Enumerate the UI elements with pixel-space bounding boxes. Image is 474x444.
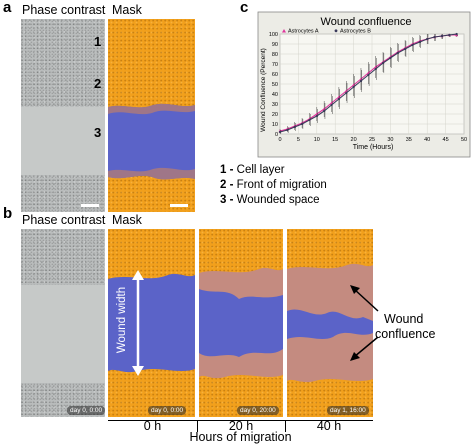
chart-title: Wound confluence — [321, 16, 412, 28]
data-point — [381, 61, 385, 65]
data-point — [286, 128, 289, 132]
confluence-arrows — [350, 285, 379, 361]
y-tick-label: 10 — [272, 122, 278, 128]
x-tick-label: 5 — [297, 137, 300, 143]
hours-of-migration-title: Hours of migration — [189, 430, 292, 444]
data-point — [293, 125, 296, 129]
x-tick-label: 25 — [369, 137, 375, 143]
wound-confluence-chart: Wound confluence 0 5 10 15 20 25 30 35 40 45 50 0 10… — [240, 0, 474, 160]
y-tick-label: 30 — [272, 102, 278, 108]
x-tick-label: 45 — [443, 137, 449, 143]
data-point — [345, 91, 348, 95]
wound-width-arrow — [132, 270, 144, 376]
time-label-40h: 40 h — [316, 419, 342, 433]
data-point — [396, 51, 399, 55]
data-point — [433, 35, 436, 39]
timestamp: day 1, 16:00 — [327, 406, 369, 415]
x-tick-label: 15 — [332, 137, 338, 143]
time-axis-divider-1 — [197, 420, 198, 432]
y-tick-label: 100 — [269, 32, 278, 38]
timestamp: day 0, 0:00 — [67, 406, 105, 415]
legend-front-of-migration: 2 - Front of migration — [220, 179, 327, 191]
x-tick-label: 0 — [278, 137, 281, 143]
data-point — [278, 130, 282, 134]
data-point — [440, 34, 444, 38]
panel-b-mask-40h: day 1, 16:00 — [287, 229, 373, 417]
panel-b-header-phase: Phase contrast — [22, 213, 106, 227]
legend-marker — [282, 29, 286, 33]
legend-marker — [334, 29, 338, 33]
data-point — [448, 33, 451, 37]
y-tick-label: 20 — [272, 112, 278, 118]
marker-3: 3 — [94, 125, 102, 140]
x-tick-label: 30 — [387, 137, 393, 143]
time-axis-line — [108, 420, 373, 421]
time-label-0h: 0 h — [143, 419, 162, 433]
panel-b-mask-0h: day 0, 0:00 — [108, 229, 195, 417]
scale-bar — [81, 204, 99, 207]
y-tick-label: 80 — [272, 52, 278, 58]
time-axis-divider-2 — [285, 420, 286, 432]
time-label-20h: 20 h — [228, 419, 254, 433]
legend-cell-layer: 1 - Cell layer — [220, 164, 285, 176]
panel-b-header-mask: Mask — [112, 213, 142, 227]
data-point — [330, 103, 333, 107]
data-point — [300, 122, 304, 126]
data-point — [308, 118, 311, 122]
data-point — [352, 85, 355, 89]
y-tick-label: 40 — [272, 92, 278, 98]
x-tick-label: 10 — [314, 137, 320, 143]
data-point — [455, 32, 458, 36]
data-point — [418, 40, 421, 44]
panel-a-mask-image — [108, 19, 195, 212]
legend-wounded-space: 3 - Wounded space — [220, 194, 320, 206]
marker-2: 2 — [94, 76, 102, 91]
x-tick-label: 35 — [406, 137, 412, 143]
data-point — [411, 43, 414, 47]
x-tick-label: 50 — [461, 137, 467, 143]
chart-xlabel: Time (Hours) — [353, 144, 394, 151]
panel-b-label: b — [3, 205, 13, 222]
y-tick-label: 60 — [272, 72, 278, 78]
data-point — [389, 56, 392, 60]
panel-b-phase-image: day 0, 0:00 — [21, 229, 105, 417]
data-point — [315, 114, 318, 118]
x-tick-label: 20 — [351, 137, 357, 143]
confluence-label-2: confluence — [375, 327, 436, 341]
data-point — [404, 47, 407, 51]
timestamp: day 0, 0:00 — [148, 406, 187, 415]
panel-a-header-mask: Mask — [112, 3, 142, 17]
legend-label: Astrocytes A — [288, 29, 319, 35]
timestamp: day 0, 20:00 — [237, 406, 279, 415]
legend-label: Astrocytes B — [340, 29, 371, 35]
panel-c-label: c — [240, 0, 249, 16]
y-tick-label: 50 — [272, 82, 278, 88]
panel-a-label: a — [3, 0, 12, 16]
wound-width-label: Wound width — [116, 286, 128, 354]
data-point — [374, 67, 377, 71]
data-point — [337, 97, 340, 101]
y-tick-label: 70 — [272, 62, 278, 68]
data-point — [323, 109, 326, 113]
x-tick-label: 40 — [424, 137, 430, 143]
scale-bar — [170, 204, 188, 207]
confluence-label-1: Wound — [384, 312, 424, 326]
data-point — [426, 37, 429, 41]
data-point — [367, 73, 370, 77]
y-tick-label: 0 — [275, 132, 278, 138]
chart-ylabel: Wound Confluence (Percent) — [260, 48, 267, 132]
panel-a-header-phase: Phase contrast — [22, 3, 106, 17]
panel-a-phase-image — [21, 19, 105, 212]
data-point — [359, 79, 363, 83]
y-tick-label: 90 — [272, 42, 278, 48]
marker-1: 1 — [94, 34, 102, 49]
panel-b-mask-20h: day 0, 20:00 — [199, 229, 283, 417]
chart-svg: Wound confluence 0 5 10 15 20 25 30 35 40 45 50 0 10… — [257, 11, 471, 158]
